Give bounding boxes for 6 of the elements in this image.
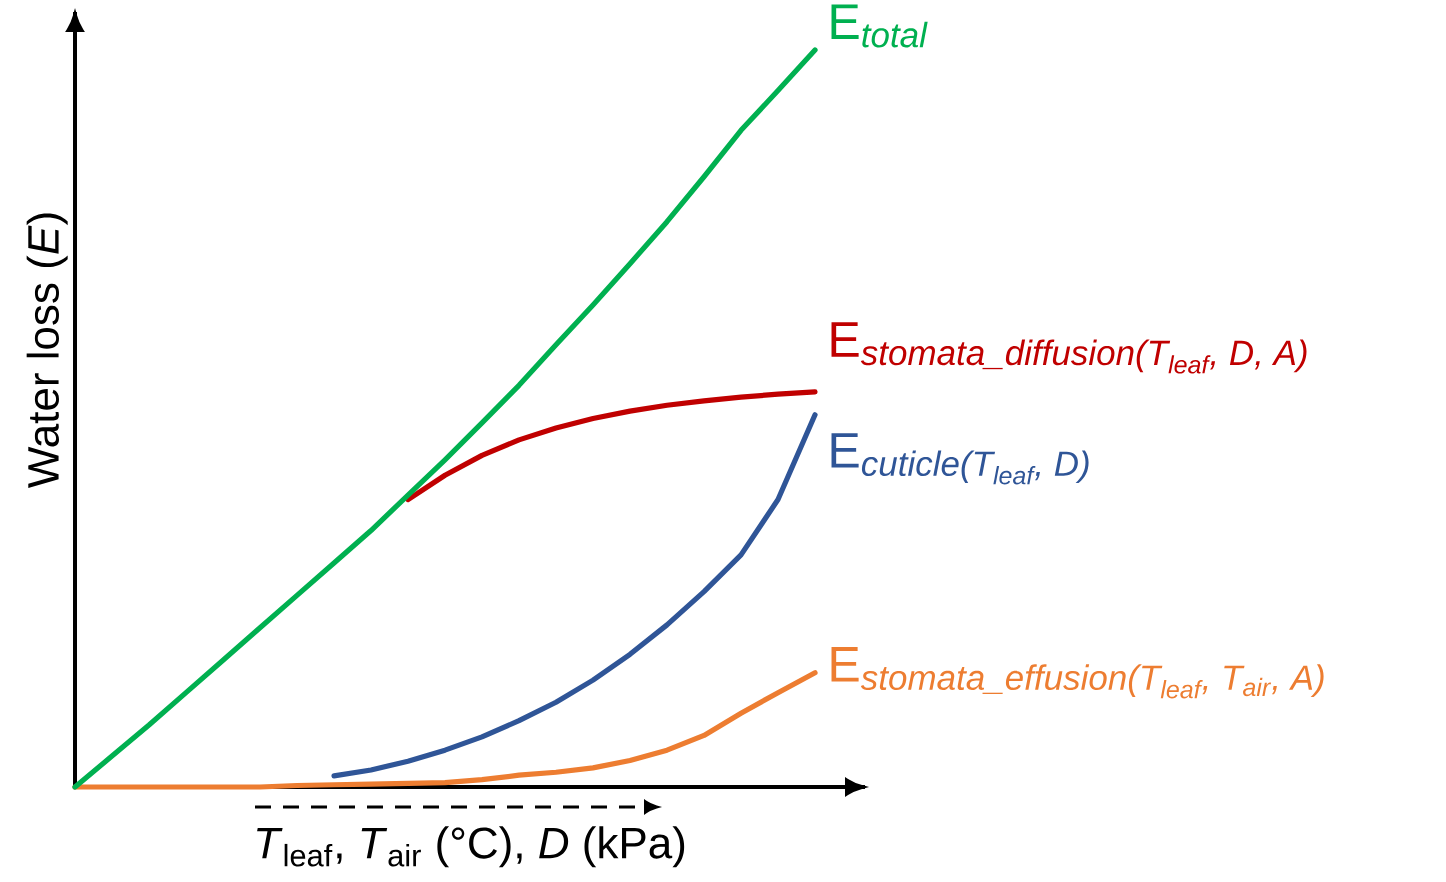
y-axis-title: Water loss (E) <box>26 213 68 489</box>
series-label: $\textrm{E}_{\textit{stomata\_effusion(T}_{\textit{leaf}}\textit{, T}_{\textit{air}}\textit{, A)}}$ <box>831 647 1324 699</box>
x-axis-title: T$_{leaf}$, T$_{air}$ (°C), D (kPa) <box>257 826 685 868</box>
series-label: $\textrm{E}_{\textit{cuticle(T}_{\textit{leaf}}\textit{, D)}}$ <box>831 433 1089 485</box>
series-label: $\textrm{E}_{\textit{total}}$ <box>831 4 928 48</box>
series-label: $\textrm{E}_{\textit{stomata\_diffusion(T}_{\textit{leaf}}\textit{, D, A)}}$ <box>831 322 1307 374</box>
